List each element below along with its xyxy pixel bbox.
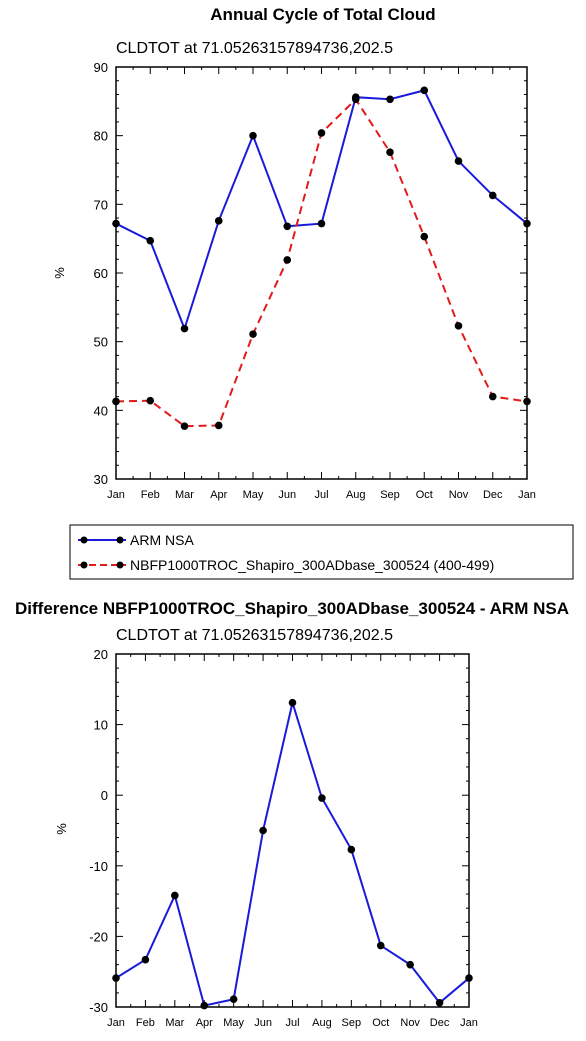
top-chart-series-0-point [283,222,292,231]
bottom-chart-ytick-label: -20 [89,929,108,944]
top-chart-series-1-point [420,232,429,241]
bottom-chart-ylabel: % [54,823,69,835]
top-chart-series-0-point [523,219,531,228]
bottom-chart-title: Difference NBFP1000TROC_Shapiro_300ADbas… [15,599,569,618]
bottom-chart-xtick-label: Jun [254,1017,272,1029]
top-chart-xtick-label: Nov [449,489,469,501]
bottom-chart-series-0-point [112,974,120,982]
bottom-chart-series-0-point [200,1001,209,1010]
top-chart-series-1-point [351,95,360,104]
top-chart-ytick-label: 40 [94,403,108,418]
bottom-chart-plot: Jan Feb Mar Apr May Jun Jul Aug Sep Oct Nov Dec Jan -… [89,647,478,1029]
top-chart-series-1-point [488,392,497,401]
legend-marker [116,536,124,544]
legend-marker [80,561,88,569]
bottom-chart-ytick-label: -30 [89,1000,108,1015]
top-chart-series-0-point [146,236,155,245]
top-chart-title: Annual Cycle of Total Cloud [210,5,435,24]
bottom-chart-series-0-point [465,974,473,982]
top-chart-xtick-label: Jan [518,489,536,501]
bottom-chart-ytick-label: 10 [94,718,108,733]
legend-label-model: NBFP1000TROC_Shapiro_300ADbase_300524 (4… [130,557,494,573]
bottom-chart-series-line-0 [115,698,470,1007]
bottom-chart-xtick-label: Nov [400,1017,420,1029]
bottom-chart-series-0-point [435,998,444,1007]
bottom-chart-series-0-point [259,826,267,835]
bottom-chart-series-0-point [318,794,326,802]
top-chart-xtick-label: Jan [107,489,125,501]
top-chart-series-0-point [112,219,120,228]
bottom-chart-ytick-label: 0 [101,788,108,803]
top-chart-series-0-point [180,324,189,333]
bottom-chart-ytick-label: 20 [94,647,108,662]
top-chart-ylabel: % [52,267,67,279]
legend-label-arm-nsa: ARM NSA [130,532,194,548]
top-chart-series-line-0 [115,89,528,332]
top-chart-xtick-label: Oct [416,489,433,501]
top-chart-series-0-point [214,217,223,225]
top-chart-xtick-label: Jul [314,489,328,501]
bottom-chart-series-0-point [288,698,297,707]
top-chart-series-1-point [317,129,326,137]
top-chart-series-1-point [523,397,531,406]
bottom-chart-series-0-point [141,955,150,964]
bottom-chart-xtick-label: Apr [196,1017,213,1029]
bottom-chart-ytick-label: -10 [89,859,108,874]
top-chart-ytick-label: 60 [94,266,108,281]
top-chart-ytick-label: 80 [94,129,108,144]
top-chart-xtick-label: Aug [346,489,366,501]
bottom-chart-xtick-label: Jul [285,1017,299,1029]
top-chart-series-1-point [112,397,120,406]
top-chart-ytick-label: 30 [94,472,108,487]
top-chart-series-0-point [249,131,257,140]
legend-marker [80,536,88,544]
top-chart-ytick-label: 70 [94,197,108,212]
top-chart-xtick-label: Jun [278,489,296,501]
top-chart-xtick-label: Feb [141,489,160,501]
top-chart-plot: Jan Feb Mar Apr May Jun Jul Aug Sep Oct Nov Dec Jan 3… [94,60,536,501]
top-chart-series-1-point [454,322,463,330]
bottom-chart-xtick-label: Aug [312,1017,332,1029]
legend-marker [116,561,124,569]
bottom-chart-series-0-point [171,891,179,900]
bottom-chart-subtitle: CLDTOT at 71.05263157894736,202.5 [116,627,393,644]
bottom-chart-series-0-point [229,995,238,1004]
bottom-chart-xtick-label: Jan [460,1017,478,1029]
top-chart-subtitle: CLDTOT at 71.05263157894736,202.5 [116,40,393,57]
top-chart-series-1-point [180,422,189,430]
top-chart-ytick-label: 90 [94,60,108,75]
top-chart-xtick-label: Dec [483,489,503,501]
bottom-chart-xtick-label: Sep [342,1017,362,1029]
top-chart-legend: ARM NSA NBFP1000TROC_Shapiro_300ADbase_3… [69,524,574,580]
bottom-chart-xtick-label: May [223,1017,244,1029]
top-chart-series-0-point [454,157,463,165]
bottom-chart-xtick-label: Oct [372,1017,389,1029]
top-chart-series-1-point [249,330,257,338]
top-chart-xtick-label: Apr [210,489,227,501]
legend-box [69,524,574,580]
top-chart-frame [115,66,528,480]
top-chart-series-0-point [386,95,394,104]
top-chart-series-1-point [146,396,155,405]
top-chart-series-0-point [420,86,429,95]
top-chart-series-line-1 [115,97,528,428]
top-chart-ytick-label: 50 [94,335,108,350]
bottom-chart-xtick-label: Jan [107,1017,125,1029]
top-chart-series-1-point [283,256,292,264]
top-chart-series-0-point [488,191,497,200]
bottom-chart-xtick-label: Mar [165,1017,184,1029]
bottom-chart-series-0-point [376,941,385,950]
top-chart-xtick-label: May [243,489,264,501]
top-chart-series-1-point [214,421,223,430]
bottom-chart-xtick-label: Feb [136,1017,155,1029]
top-chart-xtick-label: Mar [175,489,194,501]
top-chart-series-0-point [317,219,326,228]
top-chart-series-1-point [386,148,394,156]
top-chart-xtick-label: Sep [380,489,400,501]
bottom-chart-series-0-point [406,960,414,969]
bottom-chart-series-0-point [347,845,356,854]
bottom-chart-xtick-label: Dec [430,1017,450,1029]
